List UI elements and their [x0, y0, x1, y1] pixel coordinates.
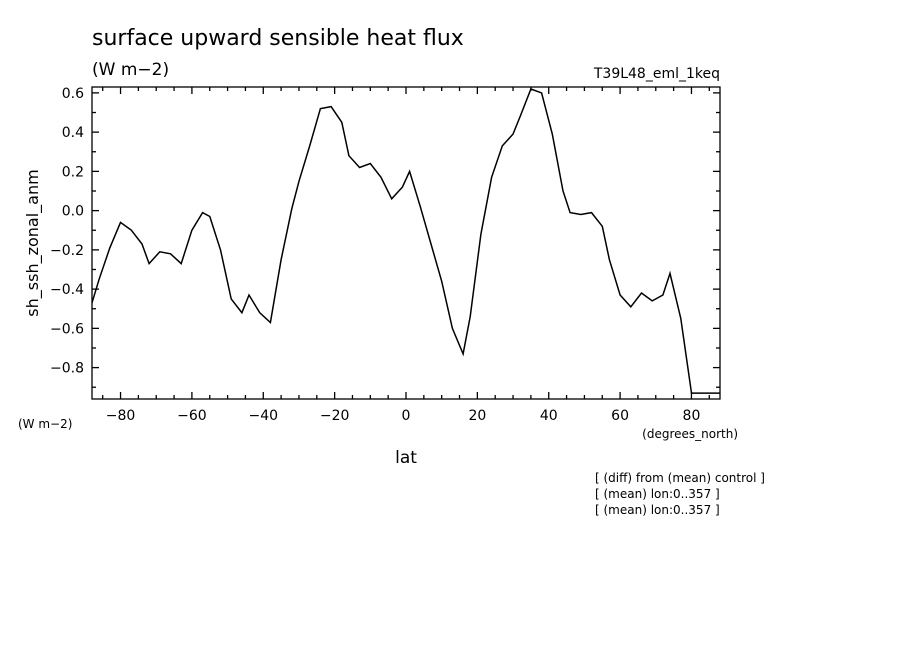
y-tick-label: 0.6 [62, 86, 84, 102]
x-axis-title: lat [395, 448, 417, 468]
series-line [91, 88, 720, 394]
chart-title: surface upward sensible heat flux [92, 26, 464, 51]
series-layer [91, 88, 720, 394]
x-axis: −80 −60 −40 −20 0 20 40 60 80 [102, 87, 710, 424]
x-tick-label: 0 [402, 408, 411, 424]
y-tick-label: −0.8 [50, 361, 84, 377]
x-tick-label: 80 [683, 408, 701, 424]
dataset-label: T39L48_eml_1keq [593, 66, 720, 82]
x-tick-label: −40 [248, 408, 278, 424]
y-tick-label: 0.4 [62, 125, 84, 141]
y-tick-label: −0.2 [50, 243, 84, 259]
y-tick-label: −0.6 [50, 321, 84, 337]
x-tick-label: −80 [106, 408, 136, 424]
x-tick-label: −20 [320, 408, 350, 424]
x-tick-label: 60 [611, 408, 629, 424]
y-tick-label: 0.2 [62, 164, 84, 180]
chart-units: (W m−2) [92, 60, 169, 80]
y-tick-label: −0.4 [50, 282, 84, 298]
note-diff: [ (diff) from (mean) control ] [595, 471, 765, 485]
y-axis-title: sh_ssh_zonal_anm [23, 169, 43, 316]
x-tick-label: 20 [468, 408, 486, 424]
note-mean-lon-2: [ (mean) lon:0..357 ] [595, 503, 720, 517]
y-axis-units: (W m−2) [18, 417, 72, 431]
x-tick-label: −60 [177, 408, 207, 424]
note-mean-lon-1: [ (mean) lon:0..357 ] [595, 487, 720, 501]
y-tick-label: 0.0 [62, 204, 84, 220]
x-tick-label: 40 [540, 408, 558, 424]
x-axis-units: (degrees_north) [642, 427, 738, 441]
y-axis: −0.8 −0.6 −0.4 −0.2 0.0 0.2 0.4 0.6 [50, 86, 720, 388]
plot-frame [91, 86, 721, 400]
